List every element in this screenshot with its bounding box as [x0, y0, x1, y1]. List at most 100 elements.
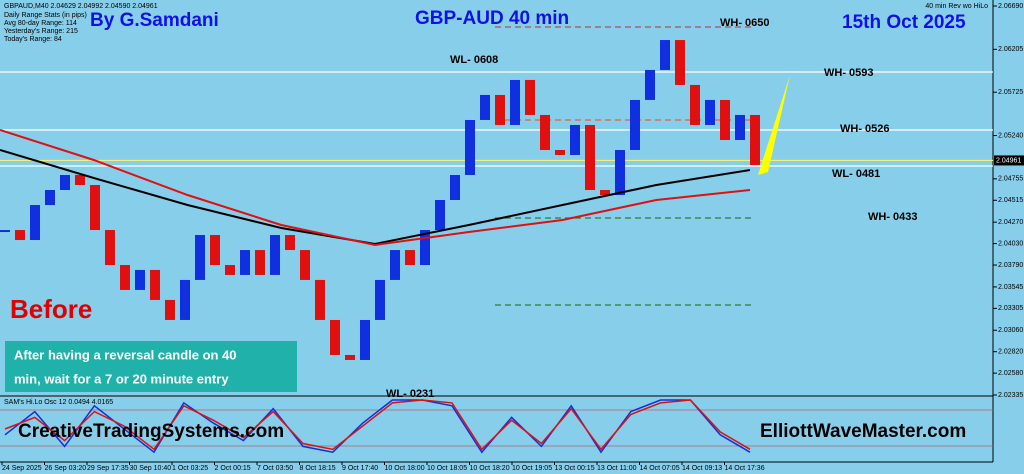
note: After having a reversal candle on 40: [14, 347, 237, 362]
candle: [90, 185, 100, 231]
moving-average: [0, 129, 751, 247]
candle: [705, 99, 715, 125]
candle: [660, 40, 670, 70]
candle: [0, 230, 10, 233]
y-tick-label: 2.06205: [998, 46, 1023, 53]
x-tick-label: 14 Oct 07:05: [640, 465, 680, 472]
candle: [165, 299, 175, 320]
candle: [225, 265, 235, 275]
x-tick-label: 29 Sep 17:35: [87, 465, 129, 472]
x-tick-label: 13 Oct 11:00: [597, 465, 637, 472]
x-tick-label: 8 Oct 18:15: [300, 465, 336, 472]
candle: [255, 250, 265, 275]
y-tick-label: 2.04515: [998, 197, 1023, 204]
y-tick-label: 2.04755: [998, 176, 1023, 183]
note-box: [5, 341, 297, 392]
candle: [690, 84, 700, 125]
y-tick-label: 2.02580: [998, 370, 1023, 377]
y-tick-label: 2.03790: [998, 262, 1023, 269]
level-label: WH- 0433: [868, 211, 918, 223]
candle: [495, 94, 505, 125]
x-tick-label: 26 Sep 03:20: [45, 465, 87, 472]
candle: [720, 99, 730, 140]
stats: Today's Range: 84: [4, 36, 62, 43]
candle: [420, 230, 430, 266]
stats: Yesterday's Range: 215: [4, 28, 78, 35]
candle: [735, 114, 745, 140]
x-tick-label: 9 Oct 17:40: [342, 465, 378, 472]
candle: [480, 94, 490, 120]
stats: Daily Range Stats (in pips): [4, 12, 87, 19]
candle: [435, 200, 445, 231]
date: 15th Oct 2025: [842, 12, 966, 33]
price-tag-label: 2.04961: [996, 157, 1021, 164]
indicator-name: 40 min Rev wo HiLo: [925, 3, 988, 10]
y-tick-label: 2.02335: [998, 392, 1023, 399]
candle: [510, 79, 520, 125]
candle: [585, 124, 595, 191]
candle: [345, 354, 355, 360]
y-tick-label: 2.03060: [998, 327, 1023, 334]
x-tick-label: 24 Sep 2025: [2, 465, 42, 472]
candle: [570, 124, 580, 155]
x-tick-label: 10 Oct 18:05: [427, 465, 467, 472]
price-tag: [994, 155, 1024, 166]
watermark: CreativeTradingSystems.com: [18, 421, 284, 442]
oscillator-label: SAM's Hi.Lo Osc 12 0.0494 4.0165: [4, 399, 113, 406]
candle: [75, 174, 85, 186]
candle: [315, 279, 325, 320]
candle: [135, 269, 145, 290]
chart-title: GBP-AUD 40 min: [415, 8, 569, 29]
candle: [405, 250, 415, 266]
candle: [675, 40, 685, 85]
candle: [540, 114, 550, 150]
candle: [465, 119, 475, 175]
oscillator-line: [4, 399, 751, 454]
y-tick-label: 2.05725: [998, 89, 1023, 96]
candle: [600, 190, 610, 196]
x-tick-label: 10 Oct 18:20: [470, 465, 510, 472]
level-label: WL- 0481: [832, 168, 880, 180]
y-tick-label: 2.04030: [998, 240, 1023, 247]
candle: [300, 250, 310, 280]
y-tick-label: 2.04270: [998, 219, 1023, 226]
x-tick-label: 13 Oct 00:15: [555, 465, 595, 472]
level-label: WH- 0650: [720, 17, 770, 29]
candle: [555, 149, 565, 155]
x-tick-label: 10 Oct 19:05: [512, 465, 552, 472]
y-tick-label: 2.06690: [998, 3, 1023, 10]
candle: [390, 250, 400, 280]
stats: Avg 80-day Range: 114: [4, 20, 77, 27]
level-label: WL- 0608: [450, 54, 498, 66]
y-tick-label: 2.03545: [998, 284, 1023, 291]
note: min, wait for a 7 or 20 minute entry: [14, 371, 229, 386]
candle: [645, 69, 655, 100]
candle: [360, 319, 370, 360]
watermark: ElliottWaveMaster.com: [760, 421, 966, 442]
oscillator-line: [4, 399, 751, 451]
candle: [630, 99, 640, 150]
y-tick-label: 2.03305: [998, 305, 1023, 312]
x-tick-label: 14 Oct 09:13: [682, 465, 722, 472]
candle: [15, 230, 25, 241]
candle: [105, 230, 115, 266]
candle: [60, 174, 70, 191]
author: By G.Samdani: [90, 10, 219, 31]
candle: [150, 269, 160, 300]
candle: [210, 235, 220, 266]
annotation: Before: [10, 294, 92, 324]
x-tick-label: 30 Sep 10:40: [130, 465, 172, 472]
level-label: WH- 0526: [840, 123, 890, 135]
candle: [330, 319, 340, 355]
candle: [525, 79, 535, 115]
y-tick-label: 2.05240: [998, 132, 1023, 139]
x-tick-label: 10 Oct 18:00: [385, 465, 425, 472]
candle: [180, 279, 190, 320]
candle: [375, 279, 385, 320]
x-tick-label: 7 Oct 03:50: [257, 465, 293, 472]
arrow: [758, 75, 790, 175]
x-tick-label: 2 Oct 00:15: [215, 465, 251, 472]
y-tick-label: 2.02820: [998, 349, 1023, 356]
